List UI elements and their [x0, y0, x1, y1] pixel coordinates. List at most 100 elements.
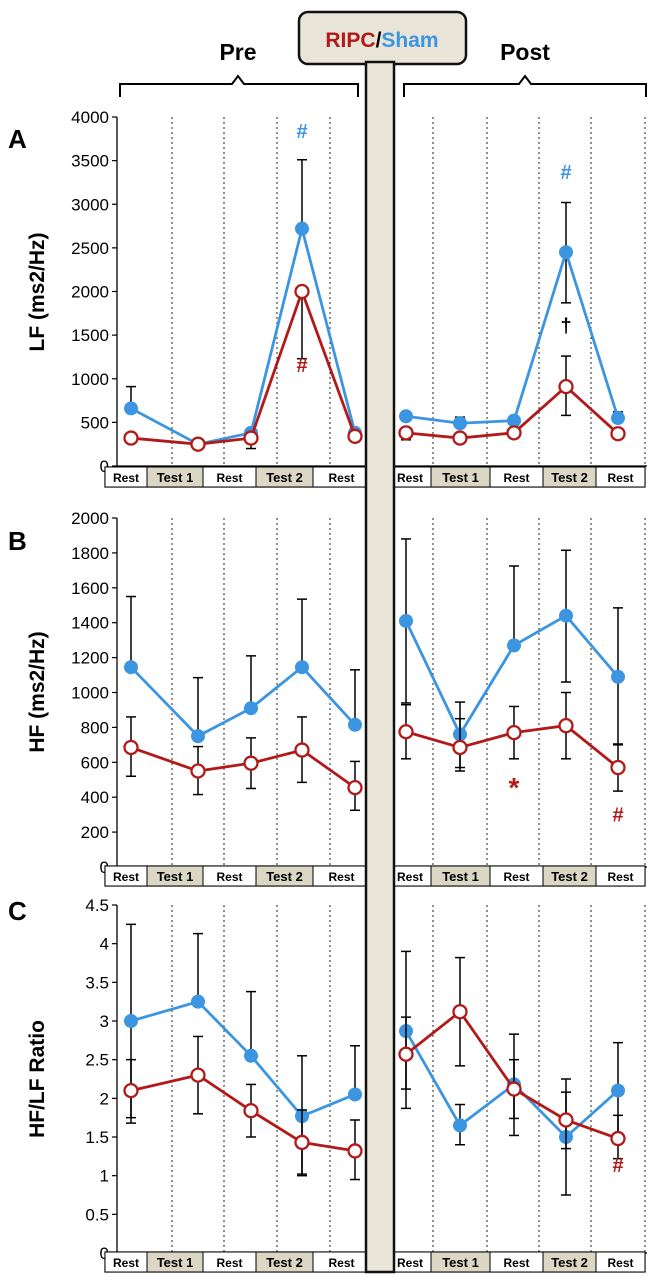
sham-point: [611, 1083, 625, 1098]
phase-label: Rest: [216, 471, 242, 485]
y-tick-label: 3000: [71, 195, 109, 214]
ripc-point: [294, 1134, 310, 1151]
pre-label: Pre: [219, 39, 256, 65]
phase-label: Test 1: [157, 1255, 194, 1270]
series-line: [130, 287, 357, 446]
phase-label: Test 1: [157, 470, 194, 485]
sham-point: [124, 1014, 138, 1028]
ripc-point: [398, 724, 414, 740]
phase-label: Rest: [397, 471, 423, 485]
ripc-point: [243, 430, 259, 446]
phase-label: Test 2: [551, 1255, 588, 1270]
sham-point: [611, 411, 625, 426]
significance-marker: †: [560, 316, 571, 338]
ripc-series-post: [398, 956, 626, 1160]
phase-tab-rest: [595, 466, 646, 488]
ripc-point: [610, 1130, 626, 1147]
significance-marker: #: [612, 805, 623, 827]
ripc-point: [190, 763, 206, 779]
panel-a: A LF (ms2/Hz) 0 500 1000 1500 2000 2500 3000 3500…: [8, 108, 647, 488]
ripc-series-post: [398, 691, 626, 792]
series-line: [130, 1000, 356, 1118]
sham-series-pre: [124, 159, 362, 452]
sham-point: [348, 1087, 362, 1102]
ripc-point: [190, 436, 206, 452]
phase-label: Rest: [328, 471, 354, 485]
y-tick-label: 2000: [71, 509, 109, 528]
phase-label: Rest: [607, 870, 633, 884]
phase-label: Rest: [397, 870, 423, 884]
legend-slash: /: [376, 29, 382, 52]
y-tick-label: 400: [81, 788, 109, 807]
sham-point: [453, 416, 467, 431]
significance-marker: #: [296, 121, 307, 143]
phase-label: Rest: [503, 870, 529, 884]
ripc-point: [452, 430, 468, 446]
ripc-point: [243, 1103, 259, 1119]
legend-ripc: RIPC: [325, 29, 375, 52]
ripc-point: [243, 755, 259, 771]
ripc-point: [506, 1081, 522, 1097]
ripc-point: [506, 425, 522, 441]
sham-point: [399, 409, 413, 424]
sham-point: [453, 1118, 467, 1133]
sham-series-pre: [124, 595, 362, 744]
y-tick-label: 0: [100, 1244, 109, 1263]
phase-strip-pre: Rest Test 1 Rest Test 2 Rest: [104, 865, 371, 887]
phase-label: Rest: [216, 870, 242, 884]
panel-c: C HF/LF Ratio 0 0.5 1 1.5 2 2.5 3 3.5 4 4.5 Rest Test…: [8, 896, 647, 1273]
ripc-point: [123, 1082, 139, 1099]
sham-series-pre: [124, 923, 362, 1177]
sham-point: [559, 608, 573, 623]
y-axis-label: HF/LF Ratio: [26, 1020, 49, 1138]
ripc-point: [347, 1143, 363, 1159]
ripc-point: [398, 1046, 414, 1062]
series-line: [130, 746, 356, 789]
ripc-point: [190, 1067, 206, 1083]
sham-point: [244, 701, 258, 716]
phase-label: Rest: [607, 1256, 633, 1270]
ripc-point: [506, 724, 522, 741]
ripc-point: [558, 718, 574, 734]
sham-point: [191, 729, 205, 744]
series-line: [404, 613, 620, 738]
panel-b: B HF (ms2/Hz) 0 200 400 600 800 1000 1200 1400 160…: [8, 509, 647, 887]
series-line: [405, 247, 620, 425]
y-tick-label: 0: [100, 858, 109, 877]
significance-marker: #: [612, 1155, 623, 1177]
phase-label: Rest: [113, 471, 139, 485]
y-tick-label: 4: [100, 935, 109, 954]
phase-tab-rest: [595, 1251, 646, 1273]
series-line: [130, 1073, 356, 1153]
ripc-point: [294, 283, 310, 300]
y-tick-label: 4.5: [85, 896, 109, 915]
y-tick-label: 3.5: [85, 973, 109, 992]
y-tick-label: 0.5: [85, 1205, 109, 1224]
ripc-point: [347, 428, 363, 444]
phase-strip-post: Rest Test 1 Rest Test 2 Rest: [388, 1251, 646, 1273]
y-tick-label: 600: [81, 753, 109, 772]
y-tick-label: 1.5: [85, 1128, 109, 1147]
y-tick-label: 200: [81, 823, 109, 842]
post-label: Post: [500, 39, 550, 65]
phase-label: Test 2: [266, 1255, 303, 1270]
phase-label: Rest: [113, 870, 139, 884]
sham-series-post: [399, 538, 625, 769]
y-tick-label: 1200: [71, 649, 109, 668]
phase-label: Test 1: [442, 869, 479, 884]
sham-point: [507, 413, 521, 428]
sham-point: [295, 660, 309, 675]
phase-label: Test 2: [266, 470, 303, 485]
series-line: [129, 665, 357, 738]
ripc-series-pre: [123, 283, 363, 452]
ripc-point: [398, 425, 414, 441]
significance-marker: #: [296, 355, 307, 377]
ripc-point: [558, 1112, 574, 1128]
y-tick-label: 1400: [71, 614, 109, 633]
sham-point: [348, 717, 362, 732]
y-tick-label: 4000: [71, 108, 109, 127]
phase-label: Rest: [607, 471, 633, 485]
phase-label: Rest: [113, 1256, 139, 1270]
phase-label: Test 1: [157, 869, 194, 884]
y-tick-label: 1500: [71, 326, 109, 345]
